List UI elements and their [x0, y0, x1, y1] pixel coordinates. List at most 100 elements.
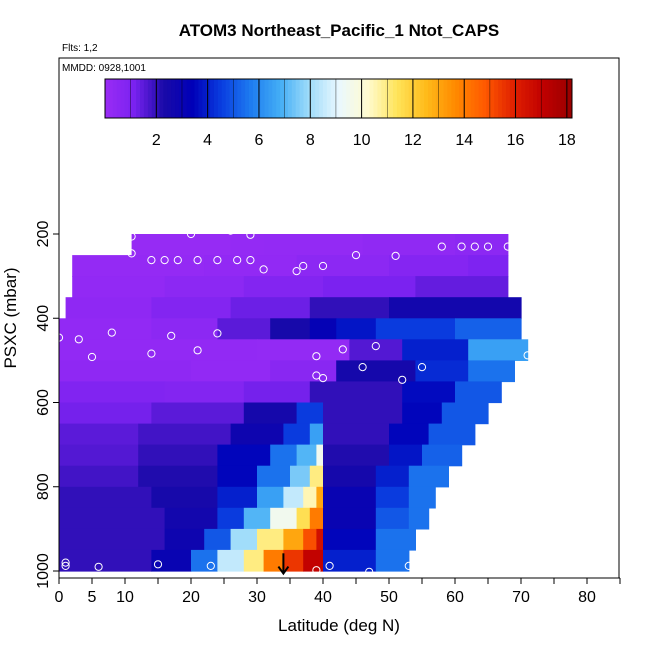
colorbar-segment: [221, 79, 227, 118]
colorbar-segment: [248, 79, 254, 118]
heatmap-cell: [59, 486, 152, 509]
colorbar-segment: [163, 79, 168, 118]
x-tick-label: 60: [446, 589, 464, 606]
heatmap-cell: [270, 507, 298, 530]
sample-point: [233, 256, 242, 265]
sample-point: [358, 363, 367, 372]
colorbar-tick-label: 14: [455, 132, 473, 149]
heatmap-cells: [59, 234, 529, 572]
colorbar-segment: [272, 79, 277, 118]
heatmap-cell: [151, 486, 218, 509]
colorbar-segment: [361, 79, 367, 118]
flights-annotation: Flts: 1,2: [62, 43, 98, 54]
heatmap-cell: [257, 528, 284, 551]
colorbar-segment: [175, 79, 180, 118]
colorbar-segment: [206, 79, 211, 118]
colorbar-segment: [252, 79, 258, 118]
colorbar-tick-label: 10: [353, 132, 371, 149]
heatmap-cell: [309, 318, 337, 340]
colorbar-segment: [408, 79, 413, 118]
colorbar-segment: [190, 79, 196, 118]
heatmap-cell: [309, 381, 403, 404]
heatmap-cell: [204, 528, 232, 551]
sample-point: [127, 232, 136, 241]
heatmap-cell: [375, 549, 410, 572]
heatmap-cell: [316, 486, 324, 509]
colorbar-segment: [501, 79, 507, 118]
heatmap-cell: [468, 255, 509, 277]
sample-point: [127, 249, 136, 258]
colorbar-segment: [509, 79, 515, 118]
heatmap-cell: [415, 276, 509, 298]
colorbar-tick-label: 6: [255, 132, 264, 149]
heatmap-cell: [217, 507, 245, 530]
x-tick-label: 40: [314, 589, 332, 606]
heatmap-cell: [151, 318, 218, 340]
colorbar-segment: [556, 79, 561, 118]
colorbar-segment: [159, 79, 164, 118]
colorbar-segment: [194, 79, 199, 118]
heatmap-cell: [323, 486, 377, 509]
colorbar-segment: [198, 79, 203, 118]
heatmap-cell: [323, 528, 377, 551]
colorbar-segment: [182, 79, 188, 118]
colorbar-segment: [322, 79, 328, 118]
heatmap-cell: [230, 423, 284, 446]
heatmap-cell: [402, 339, 469, 361]
colorbar-segment: [147, 79, 153, 118]
sample-point: [213, 329, 222, 338]
x-tick-label: 70: [512, 589, 530, 606]
colorbar-segment: [482, 79, 487, 118]
heatmap-cell: [441, 402, 489, 425]
colorbar-segment: [525, 79, 530, 118]
heatmap-cell: [402, 402, 443, 425]
heatmap-cell: [263, 549, 284, 572]
heatmap-cell: [323, 549, 377, 572]
heatmap-cell: [336, 318, 377, 340]
colorbar-segment: [120, 79, 125, 118]
heatmap-cell: [59, 339, 258, 361]
sample-point: [391, 251, 400, 260]
colorbar-segment: [435, 79, 441, 118]
colorbar-segment: [178, 79, 184, 118]
colorbar-segment: [213, 79, 219, 118]
heatmap-cell: [309, 465, 324, 488]
sample-point: [193, 256, 202, 265]
heatmap-cell: [375, 465, 410, 488]
heatmap-cell: [59, 318, 152, 340]
colorbar-segment: [521, 79, 526, 118]
heatmap-cell: [316, 528, 324, 551]
heatmap-cell: [283, 528, 304, 551]
heatmap-cell: [72, 255, 205, 277]
colorbar-segment: [439, 79, 445, 118]
colorbar-tick-label: 4: [203, 132, 212, 149]
colorbar-segment: [124, 79, 129, 118]
heatmap-cell: [230, 297, 311, 319]
sample-point: [167, 331, 176, 340]
sample-point: [107, 328, 116, 337]
colorbar-segment: [560, 79, 565, 118]
sample-point: [503, 242, 512, 251]
colorbar-segment: [494, 79, 499, 118]
colorbar-segment: [568, 79, 573, 118]
heatmap-cell: [217, 444, 271, 467]
sample-point: [398, 375, 407, 384]
heatmap-cell: [270, 444, 298, 467]
heatmap-cell: [336, 360, 416, 383]
colorbar-segment: [354, 79, 359, 118]
colorbar-segment: [276, 79, 281, 118]
colorbar-segment: [202, 79, 207, 118]
heatmap-cell: [243, 507, 271, 530]
sample-points: [54, 226, 532, 576]
sample-point: [417, 363, 427, 372]
colorbar-segment: [478, 79, 483, 118]
heatmap-cell: [151, 297, 232, 319]
colorbar-segment: [392, 79, 398, 118]
date-annotation: MMDD: 0928,1001: [62, 63, 146, 74]
heatmap-cell: [191, 549, 218, 572]
colorbar-segment: [365, 79, 371, 118]
heatmap-cell: [375, 318, 456, 340]
heatmap-cell: [230, 234, 265, 256]
heatmap-cell: [164, 528, 205, 551]
sample-point: [470, 242, 479, 251]
